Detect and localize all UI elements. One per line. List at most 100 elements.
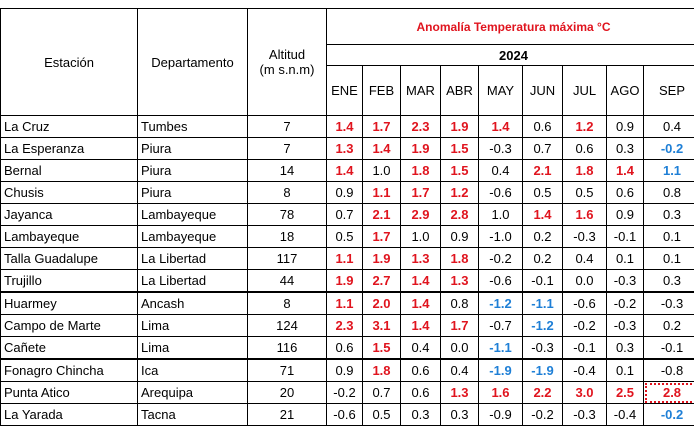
anomaly-value: 0.5 bbox=[522, 181, 563, 204]
anomaly-value: -1.2 bbox=[522, 314, 563, 337]
altitude: 18 bbox=[247, 225, 327, 248]
anomaly-value: 2.7 bbox=[362, 269, 401, 293]
station-row: Cañete Lima 116 0.6 1.5 0.4 0.0 -1.1 -0.3 -0.1 0.3… bbox=[0, 336, 694, 360]
anomaly-value: -1.2 bbox=[478, 291, 523, 315]
anomaly-value: 0.9 bbox=[326, 181, 363, 204]
anomaly-value: -0.2 bbox=[562, 314, 607, 337]
altitude: 117 bbox=[247, 247, 327, 270]
anomaly-value: 0.4 bbox=[478, 159, 523, 182]
station-row: Jayanca Lambayeque 78 0.7 2.1 2.9 2.8 1.0 1.4 1.6… bbox=[0, 203, 694, 226]
month-header: SEP bbox=[642, 65, 694, 116]
department: Piura bbox=[137, 137, 248, 160]
station-name: La Esperanza bbox=[0, 137, 138, 160]
department: Tacna bbox=[137, 403, 248, 426]
department: Lima bbox=[137, 314, 248, 337]
anomaly-value: 2.0 bbox=[362, 291, 401, 315]
anomaly-value: 0.8 bbox=[642, 181, 694, 204]
anomaly-value: 0.4 bbox=[400, 336, 441, 360]
anomaly-value: -0.2 bbox=[642, 137, 694, 160]
anomaly-value: -0.8 bbox=[642, 358, 694, 382]
anomaly-value: 0.6 bbox=[326, 336, 363, 360]
department-header: Departamento bbox=[137, 8, 248, 116]
station-name: Jayanca bbox=[0, 203, 138, 226]
anomaly-value: 1.0 bbox=[478, 203, 523, 226]
anomaly-value: 0.1 bbox=[606, 358, 644, 382]
altitude: 44 bbox=[247, 269, 327, 293]
anomaly-value: 1.1 bbox=[326, 291, 363, 315]
anomaly-value: 1.7 bbox=[440, 314, 479, 337]
department: Ancash bbox=[137, 291, 248, 315]
anomaly-value: 1.0 bbox=[400, 225, 441, 248]
month-header: FEB bbox=[362, 65, 401, 116]
month-row: ENE FEB MAR ABR MAY JUN JUL AGO SEP bbox=[1, 65, 694, 116]
anomaly-value: 1.4 bbox=[326, 115, 363, 138]
anomaly-value: -0.2 bbox=[326, 381, 363, 404]
anomaly-value: 0.1 bbox=[642, 225, 694, 248]
anomaly-value: -0.6 bbox=[326, 403, 363, 426]
altitude: 124 bbox=[247, 314, 327, 337]
anomaly-value: 0.4 bbox=[440, 358, 479, 382]
anomaly-value: 1.5 bbox=[440, 137, 479, 160]
station-name: Cañete bbox=[0, 336, 138, 360]
department: Piura bbox=[137, 181, 248, 204]
anomaly-value: 1.4 bbox=[400, 314, 441, 337]
month-header: MAR bbox=[400, 65, 441, 116]
table-body: La Cruz Tumbes 7 1.4 1.7 2.3 1.9 1.4 0.6 1.2 0.9 0.… bbox=[0, 115, 694, 426]
anomaly-value: 0.2 bbox=[522, 225, 563, 248]
anomaly-value: 0.9 bbox=[606, 115, 644, 138]
station-name: Chusis bbox=[0, 181, 138, 204]
anomaly-value: 0.9 bbox=[326, 358, 363, 382]
anomaly-value: 1.8 bbox=[362, 358, 401, 382]
anomaly-value: 1.4 bbox=[326, 159, 363, 182]
anomaly-value: -1.9 bbox=[522, 358, 563, 382]
anomaly-value: 2.1 bbox=[522, 159, 563, 182]
anomaly-value: 2.8 bbox=[642, 381, 694, 404]
department: La Libertad bbox=[137, 269, 248, 293]
anomaly-value: -0.2 bbox=[478, 247, 523, 270]
anomaly-value: 0.1 bbox=[642, 247, 694, 270]
anomaly-value: 0.5 bbox=[326, 225, 363, 248]
station-row: Fonagro Chincha Ica 71 0.9 1.8 0.6 0.4 -1.9 -1.9… bbox=[0, 358, 694, 382]
anomaly-value: 2.3 bbox=[400, 115, 441, 138]
anomaly-value: -1.1 bbox=[478, 336, 523, 360]
anomaly-value: 2.8 bbox=[440, 203, 479, 226]
anomaly-value: 1.9 bbox=[362, 247, 401, 270]
station-row: Trujillo La Libertad 44 1.9 2.7 1.4 1.3 -0.6 -0.… bbox=[0, 269, 694, 293]
anomaly-value: 1.9 bbox=[440, 115, 479, 138]
station-row: La Esperanza Piura 7 1.3 1.4 1.9 1.5 -0.3 0.7 0.6… bbox=[0, 137, 694, 160]
anomaly-value: 1.1 bbox=[326, 247, 363, 270]
anomaly-value: 0.6 bbox=[522, 115, 563, 138]
anomaly-value: -0.6 bbox=[562, 291, 607, 315]
anomaly-value: -0.6 bbox=[478, 269, 523, 293]
anomaly-value: 0.6 bbox=[562, 137, 607, 160]
anomaly-value: 2.1 bbox=[362, 203, 401, 226]
anomaly-value: 1.6 bbox=[478, 381, 523, 404]
anomaly-value: 0.3 bbox=[642, 203, 694, 226]
year: 2024 bbox=[325, 44, 694, 66]
anomaly-value: 0.7 bbox=[326, 203, 363, 226]
anomaly-value: -0.3 bbox=[606, 269, 644, 293]
station-row: Bernal Piura 14 1.4 1.0 1.8 1.5 0.4 2.1 1.8 1.4 1.1 bbox=[0, 159, 694, 182]
altitude: 21 bbox=[247, 403, 327, 426]
anomaly-value: 2.3 bbox=[326, 314, 363, 337]
anomaly-value: 1.7 bbox=[400, 181, 441, 204]
department: Lima bbox=[137, 336, 248, 360]
anomaly-value: 0.6 bbox=[400, 358, 441, 382]
anomaly-value: 0.2 bbox=[642, 314, 694, 337]
station-name: Huarmey bbox=[0, 291, 138, 315]
altitude: 20 bbox=[247, 381, 327, 404]
anomaly-table: Estación Departamento Altitud (m s.n.m) … bbox=[0, 8, 694, 426]
month-header: ENE bbox=[326, 65, 363, 116]
anomaly-value: 1.7 bbox=[362, 115, 401, 138]
station-name: Campo de Marte bbox=[0, 314, 138, 337]
anomaly-value: -0.2 bbox=[606, 291, 644, 315]
station-name: Punta Atico bbox=[0, 381, 138, 404]
anomaly-value: 0.4 bbox=[642, 115, 694, 138]
altitude: 8 bbox=[247, 181, 327, 204]
station-header: Estación bbox=[0, 8, 138, 116]
anomaly-value: 3.0 bbox=[562, 381, 607, 404]
anomaly-value: 1.4 bbox=[362, 137, 401, 160]
anomaly-value: 3.1 bbox=[362, 314, 401, 337]
anomaly-value: -1.1 bbox=[522, 291, 563, 315]
